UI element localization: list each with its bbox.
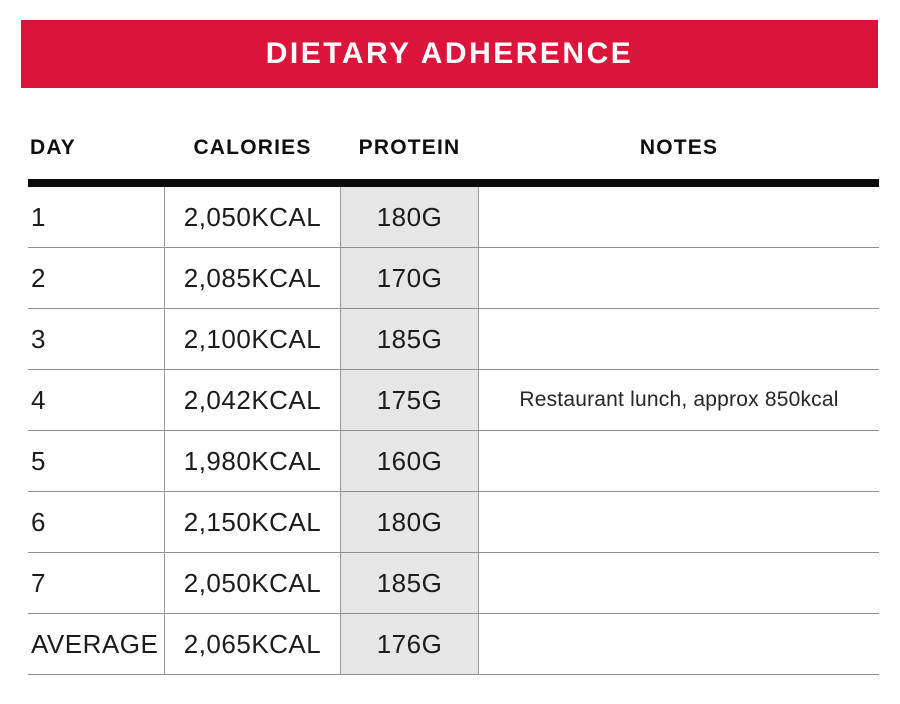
table-body: 1 2,050KCAL 180G 2 2,085KCAL 170G 3 2,10… xyxy=(28,187,879,675)
table-row: 1 2,050KCAL 180G xyxy=(28,187,879,248)
protein-cell: 180G xyxy=(340,492,479,552)
title-banner: DIETARY ADHERENCE xyxy=(21,20,878,88)
calories-cell: 2,150KCAL xyxy=(183,506,322,537)
table-row: 6 2,150KCAL 180G xyxy=(28,492,879,553)
day-cell: 3 xyxy=(28,309,165,369)
notes-cell xyxy=(479,309,879,369)
protein-cell: 176G xyxy=(340,614,479,674)
protein-cell: 160G xyxy=(340,431,479,491)
day-cell: 4 xyxy=(28,370,165,430)
protein-cell: 185G xyxy=(340,553,479,613)
calories-cell: 2,042KCAL xyxy=(183,384,322,415)
table-row: 7 2,050KCAL 185G xyxy=(28,553,879,614)
table-row: 5 1,980KCAL 160G xyxy=(28,431,879,492)
protein-cell: 180G xyxy=(340,187,479,247)
notes-cell: Restaurant lunch, approx 850kcal xyxy=(519,388,839,411)
calories-cell: 2,065KCAL xyxy=(183,628,322,659)
table-row: 4 2,042KCAL 175G Restaurant lunch, appro… xyxy=(28,370,879,431)
notes-cell xyxy=(479,614,879,674)
day-cell: AVERAGE xyxy=(28,614,165,674)
table-row: 3 2,100KCAL 185G xyxy=(28,309,879,370)
notes-cell xyxy=(479,431,879,491)
notes-cell xyxy=(479,248,879,308)
header-rule xyxy=(28,179,879,187)
protein-cell: 175G xyxy=(340,370,479,430)
notes-cell xyxy=(479,492,879,552)
calories-cell: 1,980KCAL xyxy=(183,445,322,476)
day-cell: 5 xyxy=(28,431,165,491)
protein-cell: 185G xyxy=(340,309,479,369)
notes-cell xyxy=(479,553,879,613)
calories-cell: 2,085KCAL xyxy=(183,262,322,293)
column-header-protein: PROTEIN xyxy=(358,136,461,159)
page-title: DIETARY ADHERENCE xyxy=(265,37,634,70)
calories-cell: 2,050KCAL xyxy=(183,567,322,598)
day-cell: 2 xyxy=(28,248,165,308)
calories-cell: 2,050KCAL xyxy=(183,201,322,232)
table-row: AVERAGE 2,065KCAL 176G xyxy=(28,614,879,675)
protein-cell: 170G xyxy=(340,248,479,308)
dietary-adherence-table: DAY CALORIES PROTEIN NOTES 1 2,050KCAL 1… xyxy=(28,88,879,675)
day-cell: 7 xyxy=(28,553,165,613)
day-cell: 6 xyxy=(28,492,165,552)
day-cell: 1 xyxy=(28,187,165,247)
calories-cell: 2,100KCAL xyxy=(183,323,322,354)
column-header-calories: CALORIES xyxy=(193,136,312,159)
column-header-day: DAY xyxy=(30,136,77,159)
table-row: 2 2,085KCAL 170G xyxy=(28,248,879,309)
notes-cell xyxy=(479,187,879,247)
column-header-notes: NOTES xyxy=(639,136,719,159)
table-header-row: DAY CALORIES PROTEIN NOTES xyxy=(28,88,879,179)
